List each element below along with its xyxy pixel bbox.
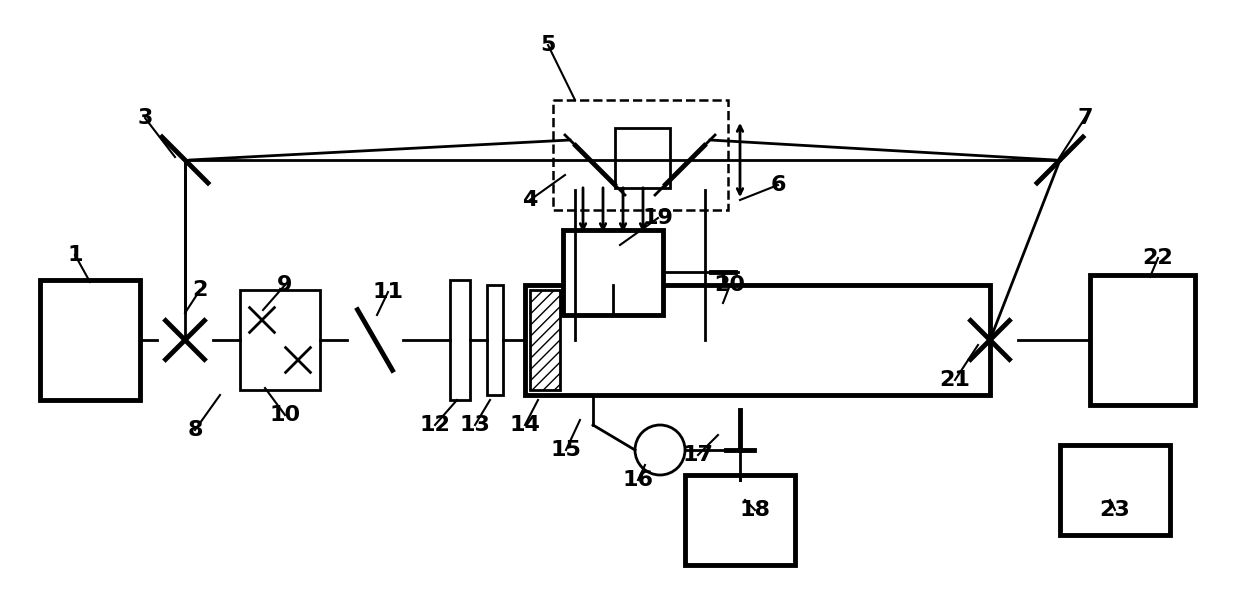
Bar [40, 280, 140, 400]
Text: 21: 21 [940, 370, 971, 390]
Text: 12: 12 [419, 415, 450, 435]
Bar [553, 100, 728, 210]
Bar [684, 475, 795, 565]
Text: 19: 19 [642, 208, 673, 228]
Text: 4: 4 [522, 190, 538, 210]
Text: 6: 6 [770, 175, 786, 195]
Bar [529, 290, 560, 390]
Text: 2: 2 [192, 280, 207, 300]
Text: 16: 16 [622, 470, 653, 490]
Bar [1090, 275, 1195, 405]
Text: 1: 1 [67, 245, 83, 265]
Bar [241, 290, 320, 390]
Text: 13: 13 [460, 415, 491, 435]
Text: 14: 14 [510, 415, 541, 435]
Text: 17: 17 [682, 445, 713, 465]
Text: 18: 18 [739, 500, 770, 520]
Text: 9: 9 [278, 275, 293, 295]
Text: 3: 3 [138, 108, 153, 128]
Bar [615, 128, 670, 188]
Text: 11: 11 [372, 282, 403, 302]
Text: 7: 7 [1078, 108, 1092, 128]
Bar [563, 230, 663, 315]
Text: 23: 23 [1100, 500, 1131, 520]
Text: 15: 15 [551, 440, 582, 460]
Text: 10: 10 [269, 405, 300, 425]
Text: 20: 20 [714, 275, 745, 295]
Bar [1060, 445, 1171, 535]
Text: 8: 8 [187, 420, 203, 440]
Bar [450, 280, 470, 400]
Bar [487, 285, 503, 395]
Text: 5: 5 [541, 35, 556, 55]
Text: 22: 22 [1142, 248, 1173, 268]
Bar [525, 285, 990, 395]
